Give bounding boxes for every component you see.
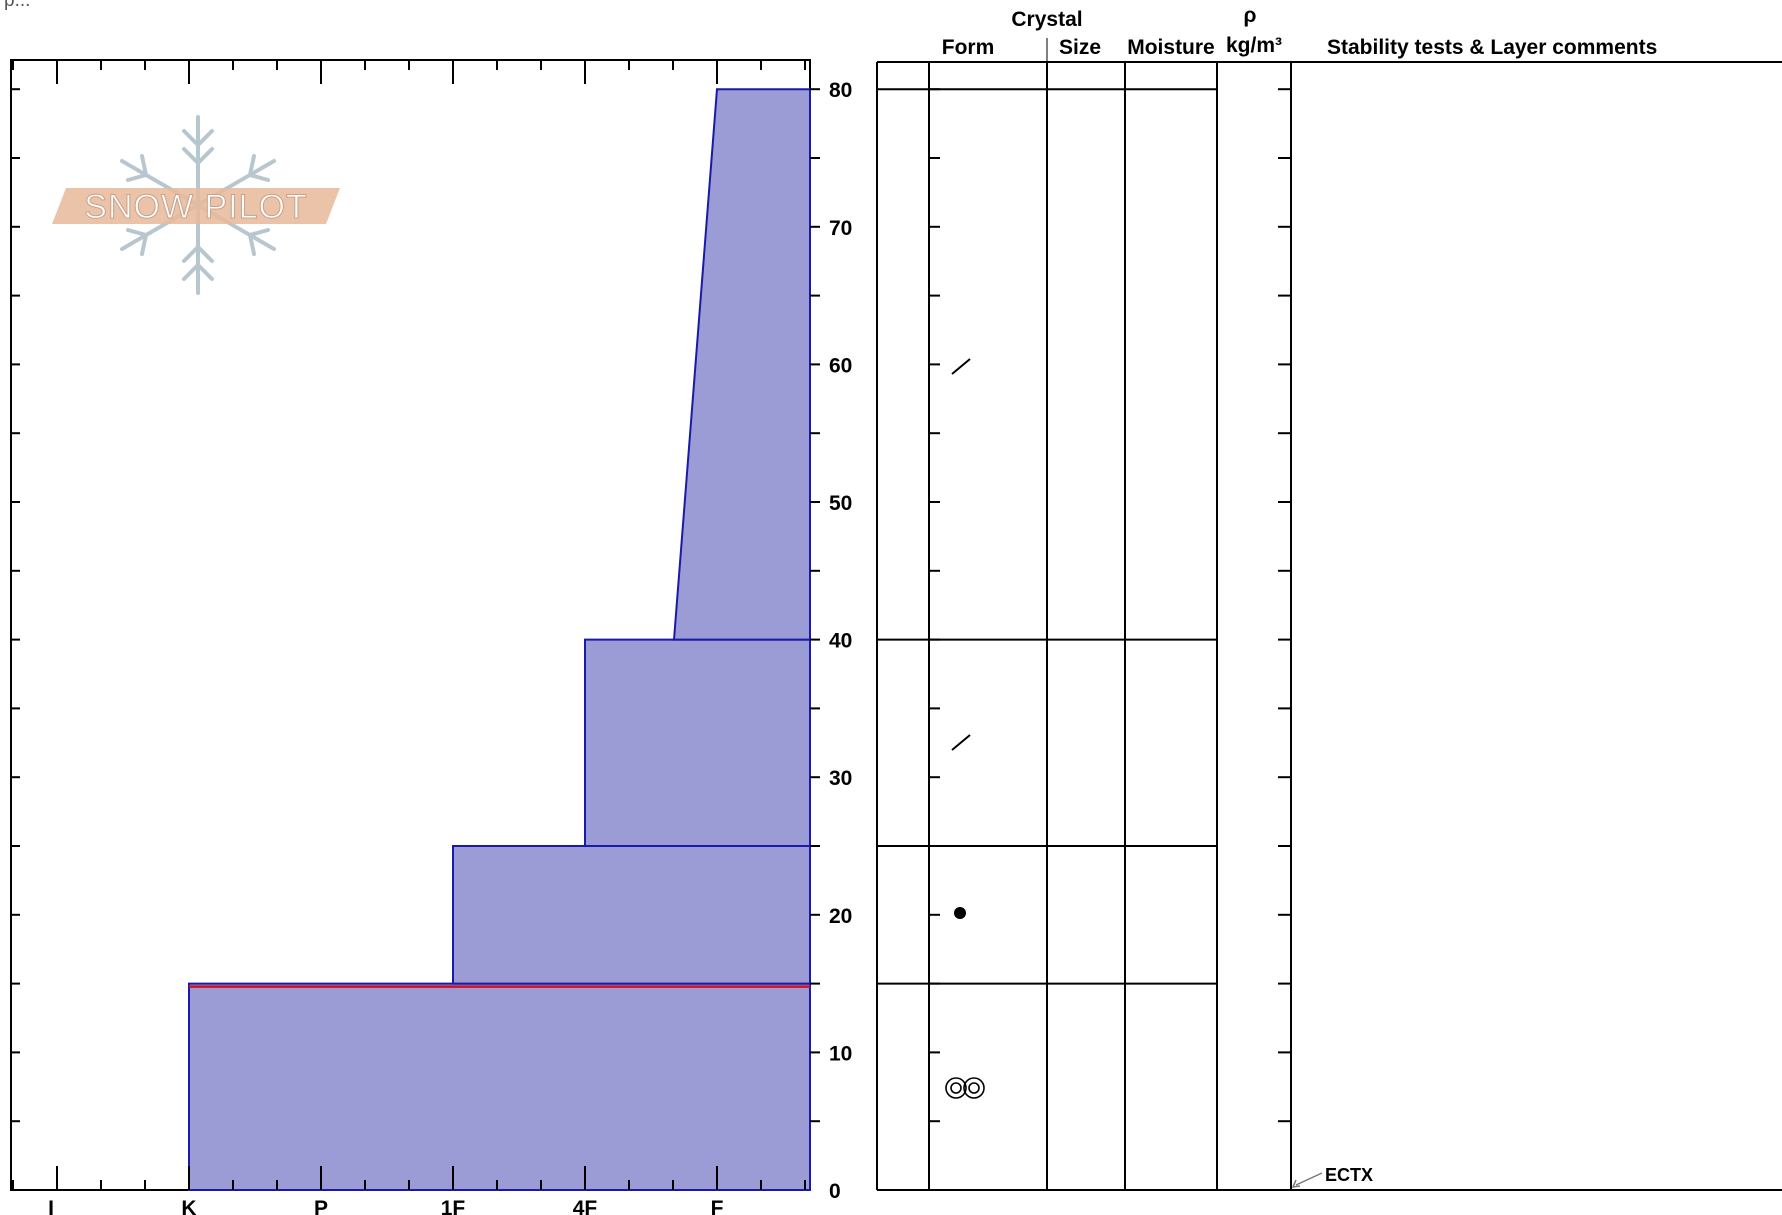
y-tick-label: 40 xyxy=(829,630,852,653)
hardness-left-ticks xyxy=(11,88,820,1123)
decomposing-fragments-icon xyxy=(951,358,971,375)
stability-test-label: ECTX xyxy=(1325,1165,1373,1185)
hardness-top-ticks xyxy=(12,60,806,84)
hardness-layer-1 xyxy=(188,982,811,1191)
x-tick-label: 1F xyxy=(441,1197,466,1215)
header-size: Size xyxy=(1059,36,1101,59)
grain-form-symbols xyxy=(945,358,985,1099)
x-tick-label: K xyxy=(181,1197,196,1215)
x-tick-labels: I K P 1F 4F F xyxy=(48,1197,724,1215)
header-density-unit: kg/m³ xyxy=(1226,34,1282,57)
x-tick-label: P xyxy=(314,1197,328,1215)
density-ticks xyxy=(1278,88,1291,1123)
y-tick-label: 20 xyxy=(829,905,852,928)
stability-test-marker: ECTX xyxy=(1291,1165,1373,1188)
logo-band xyxy=(52,188,340,224)
y-tick-label: 70 xyxy=(829,217,852,240)
hardness-layer-2 xyxy=(452,845,811,985)
form-ticks xyxy=(929,88,940,1123)
hardness-layers xyxy=(188,88,811,1191)
header-crystal: Crystal xyxy=(1011,8,1082,31)
logo-text: SNOW PILOT xyxy=(84,188,307,226)
layer-table xyxy=(876,61,1782,1191)
y-tick-label: 50 xyxy=(829,492,852,515)
y-tick-label: 60 xyxy=(829,354,852,377)
y-tick-label: 10 xyxy=(829,1042,852,1065)
header-form: Form xyxy=(942,36,995,59)
header-moisture: Moisture xyxy=(1127,36,1215,59)
hardness-layer-4 xyxy=(672,88,811,641)
header-comments: Stability tests & Layer comments xyxy=(1327,36,1657,59)
y-tick-label: 80 xyxy=(829,79,852,102)
header-rho: ρ xyxy=(1244,4,1257,27)
hardness-layer-3 xyxy=(584,638,811,847)
x-tick-label: 4F xyxy=(573,1197,598,1215)
snowpilot-logo: SNOW PILOT xyxy=(52,115,340,295)
y-tick-labels: 0 10 20 30 40 50 60 70 80 xyxy=(829,79,852,1203)
y-tick-label: 0 xyxy=(829,1180,841,1203)
top-note: p... xyxy=(4,0,30,11)
rounded-grains-icon xyxy=(954,907,966,919)
melt-freeze-icon xyxy=(945,1077,985,1099)
decomposing-fragments-icon xyxy=(951,734,971,751)
y-tick-label: 30 xyxy=(829,767,852,790)
x-tick-label: F xyxy=(711,1197,724,1215)
hardness-bottom-ticks xyxy=(12,1166,806,1190)
x-tick-label: I xyxy=(48,1197,54,1215)
